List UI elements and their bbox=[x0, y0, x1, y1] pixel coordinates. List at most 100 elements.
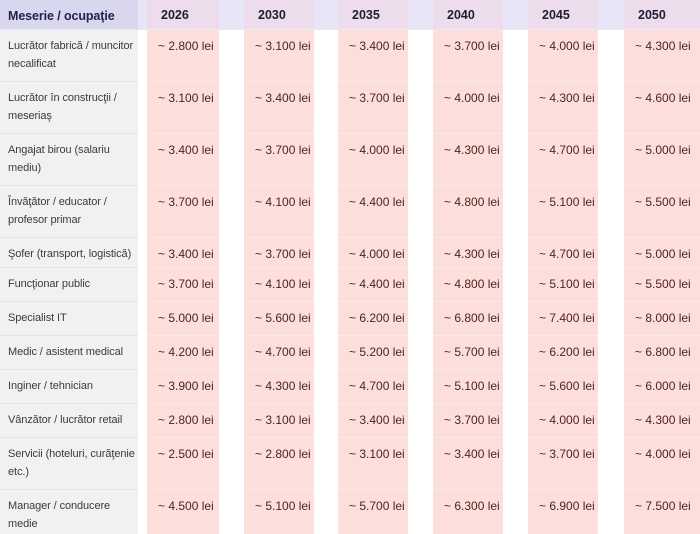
salary-cell: ~ 4.700 lei bbox=[528, 134, 598, 186]
salary-cell: ~ 2.800 lei bbox=[244, 438, 314, 490]
salary-cell: ~ 3.700 lei bbox=[433, 404, 503, 438]
column-gutter bbox=[219, 186, 244, 238]
column-gutter bbox=[503, 490, 528, 534]
salary-cell: ~ 5.500 lei bbox=[624, 268, 700, 302]
salary-cell: ~ 6.000 lei bbox=[624, 370, 700, 404]
salary-cell: ~ 3.700 lei bbox=[244, 238, 314, 268]
occupation-cell: Vânzător / lucrător retail bbox=[0, 404, 138, 438]
table-row: Specialist IT ~ 5.000 lei ~ 5.600 lei ~ 6.2… bbox=[0, 302, 700, 336]
column-gutter bbox=[314, 490, 338, 534]
occupation-cell: Medic / asistent medical bbox=[0, 336, 138, 370]
column-gutter bbox=[503, 336, 528, 370]
column-gutter bbox=[598, 438, 624, 490]
salary-cell: ~ 4.700 lei bbox=[244, 336, 314, 370]
salary-cell: ~ 5.100 lei bbox=[528, 268, 598, 302]
occupation-cell: Lucrător fabrică / muncitor necalificat bbox=[0, 30, 138, 82]
occupation-cell: Şofer (transport, logistică) bbox=[0, 238, 138, 268]
header-column-gutter bbox=[503, 0, 528, 30]
column-gutter bbox=[314, 134, 338, 186]
column-gutter bbox=[408, 82, 433, 134]
salary-cell: ~ 3.400 lei bbox=[338, 30, 408, 82]
column-gutter bbox=[503, 30, 528, 82]
year-column-header: 2040 bbox=[433, 0, 503, 30]
salary-cell: ~ 6.200 lei bbox=[338, 302, 408, 336]
column-gutter bbox=[408, 490, 433, 534]
occupation-cell: Servicii (hoteluri, curăţenie etc.) bbox=[0, 438, 138, 490]
column-gutter bbox=[598, 134, 624, 186]
occupation-cell: Funcţionar public bbox=[0, 268, 138, 302]
column-gutter bbox=[138, 82, 147, 134]
column-gutter bbox=[138, 370, 147, 404]
salary-cell: ~ 6.200 lei bbox=[528, 336, 598, 370]
salary-cell: ~ 5.500 lei bbox=[624, 186, 700, 238]
column-gutter bbox=[138, 186, 147, 238]
salary-cell: ~ 5.100 lei bbox=[244, 490, 314, 534]
header-column-gutter bbox=[408, 0, 433, 30]
salary-cell: ~ 3.700 lei bbox=[528, 438, 598, 490]
table-row: Vânzător / lucrător retail ~ 2.800 lei ~ 3… bbox=[0, 404, 700, 438]
column-gutter bbox=[138, 336, 147, 370]
salary-cell: ~ 3.400 lei bbox=[433, 438, 503, 490]
table-row: Medic / asistent medical ~ 4.200 lei ~ 4.7… bbox=[0, 336, 700, 370]
salary-cell: ~ 4.300 lei bbox=[528, 82, 598, 134]
salary-cell: ~ 4.300 lei bbox=[433, 238, 503, 268]
column-gutter bbox=[219, 404, 244, 438]
column-gutter bbox=[138, 268, 147, 302]
year-column-header: 2035 bbox=[338, 0, 408, 30]
column-gutter bbox=[314, 238, 338, 268]
salary-cell: ~ 4.000 lei bbox=[528, 30, 598, 82]
column-gutter bbox=[408, 336, 433, 370]
column-gutter bbox=[503, 404, 528, 438]
table-row: Şofer (transport, logistică) ~ 3.400 lei ~… bbox=[0, 238, 700, 268]
salary-cell: ~ 5.000 lei bbox=[147, 302, 219, 336]
salary-cell: ~ 4.000 lei bbox=[624, 438, 700, 490]
column-gutter bbox=[138, 438, 147, 490]
salary-cell: ~ 3.400 lei bbox=[147, 238, 219, 268]
column-gutter bbox=[598, 268, 624, 302]
column-gutter bbox=[503, 186, 528, 238]
column-gutter bbox=[314, 30, 338, 82]
occupation-cell: Învăţător / educator / profesor primar bbox=[0, 186, 138, 238]
column-gutter bbox=[219, 336, 244, 370]
occupation-column-header: Meserie / ocupaţie bbox=[0, 0, 138, 30]
column-gutter bbox=[219, 134, 244, 186]
column-gutter bbox=[408, 268, 433, 302]
column-gutter bbox=[598, 238, 624, 268]
column-gutter bbox=[408, 302, 433, 336]
salary-cell: ~ 5.600 lei bbox=[528, 370, 598, 404]
salary-cell: ~ 4.000 lei bbox=[338, 238, 408, 268]
column-gutter bbox=[408, 370, 433, 404]
column-gutter bbox=[219, 302, 244, 336]
column-gutter bbox=[219, 438, 244, 490]
salary-cell: ~ 2.800 lei bbox=[147, 404, 219, 438]
column-gutter bbox=[408, 238, 433, 268]
year-column-header: 2050 bbox=[624, 0, 700, 30]
occupation-cell: Specialist IT bbox=[0, 302, 138, 336]
salary-cell: ~ 7.500 lei bbox=[624, 490, 700, 534]
salary-cell: ~ 3.400 lei bbox=[147, 134, 219, 186]
salary-cell: ~ 6.800 lei bbox=[433, 302, 503, 336]
column-gutter bbox=[314, 82, 338, 134]
year-column-header: 2026 bbox=[147, 0, 219, 30]
salary-cell: ~ 5.700 lei bbox=[338, 490, 408, 534]
column-gutter bbox=[598, 302, 624, 336]
column-gutter bbox=[314, 302, 338, 336]
table-row: Învăţător / educator / profesor primar ~ … bbox=[0, 186, 700, 238]
column-gutter bbox=[598, 490, 624, 534]
column-gutter bbox=[219, 238, 244, 268]
header-column-gutter bbox=[314, 0, 338, 30]
column-gutter bbox=[598, 82, 624, 134]
column-gutter bbox=[408, 30, 433, 82]
header-column-gutter bbox=[598, 0, 624, 30]
salary-cell: ~ 6.900 lei bbox=[528, 490, 598, 534]
column-gutter bbox=[138, 134, 147, 186]
header-column-gutter bbox=[219, 0, 244, 30]
salary-cell: ~ 5.200 lei bbox=[338, 336, 408, 370]
column-gutter bbox=[138, 404, 147, 438]
salary-cell: ~ 4.800 lei bbox=[433, 186, 503, 238]
table-row: Lucrător fabrică / muncitor necalificat ~… bbox=[0, 30, 700, 82]
salary-cell: ~ 3.700 lei bbox=[433, 30, 503, 82]
column-gutter bbox=[598, 404, 624, 438]
salary-cell: ~ 3.100 lei bbox=[244, 404, 314, 438]
